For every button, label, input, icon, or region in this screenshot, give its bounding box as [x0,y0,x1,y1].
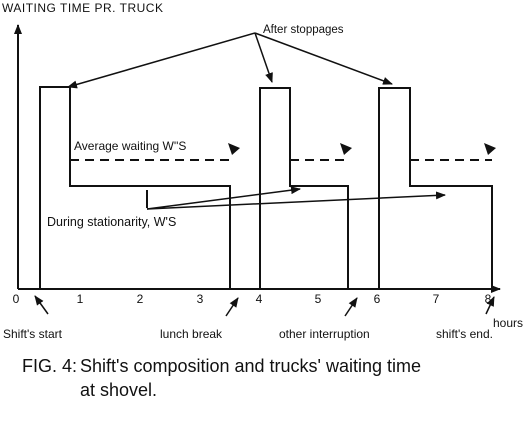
average-marker-1 [228,143,240,155]
stationarity-arrow-1 [146,186,301,210]
x-tick-8: 8 [485,292,492,306]
figure-caption: FIG. 4: Shift's composition and trucks' w… [22,354,527,402]
caption-line-2: at shovel. [80,380,158,400]
x-tick-7: 7 [433,292,440,306]
after-stoppages-arrow-3 [254,32,393,85]
lunch-break-arrow [225,297,239,317]
shift-start-label: Shift's start [3,327,63,341]
shift-end-arrow [485,296,495,315]
other-interruption-label: other interruption [279,327,370,341]
average-marker-3 [484,143,496,155]
x-tick-2: 2 [137,292,144,306]
x-tick-0: 0 [13,292,20,306]
x-tick-1: 1 [77,292,84,306]
average-marker-2 [340,143,352,155]
after-stoppages-arrow-2 [254,32,273,83]
average-waiting-label: Average waiting W''S [74,139,186,153]
other-interruption-arrow [344,297,358,317]
x-tick-labels: 0 1 2 3 4 5 6 7 8 [13,292,492,306]
y-axis-label: WAITING TIME PR. TRUCK [2,1,163,15]
stationarity-arrow-2 [146,191,446,210]
waiting-time-profile [39,86,493,289]
figure-number: FIG. 4: [22,356,78,376]
caption-line-1: Shift's composition and trucks' waiting … [80,356,422,376]
shift-start-arrow [34,295,49,315]
x-tick-6: 6 [374,292,381,306]
after-stoppages-arrow-1 [67,32,256,89]
x-tick-3: 3 [197,292,204,306]
after-stoppages-label: After stoppages [263,24,344,36]
x-unit-label: hours [493,316,523,330]
shift-end-label: shift's end. [436,327,493,341]
x-tick-5: 5 [315,292,322,306]
lunch-break-label: lunch break [160,327,223,341]
x-tick-4: 4 [256,292,263,306]
stationarity-label: During stationarity, W'S [47,215,176,229]
